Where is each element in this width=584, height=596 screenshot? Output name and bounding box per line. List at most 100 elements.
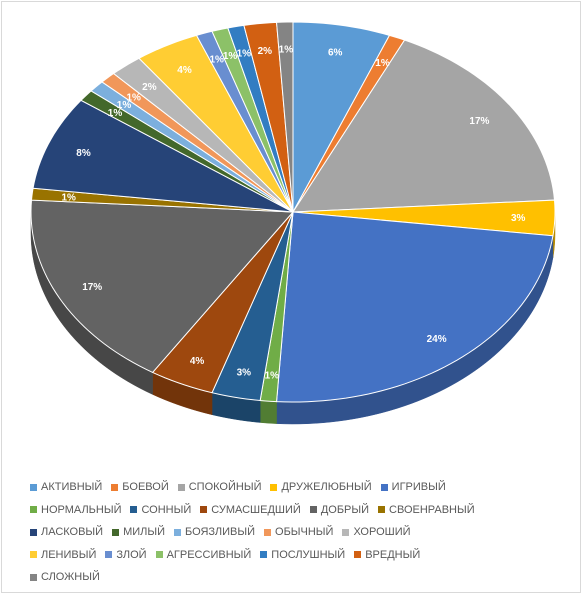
legend-label: СЛОЖНЫЙ	[41, 571, 100, 584]
legend-label: МИЛЫЙ	[123, 526, 166, 539]
slice-6	[211, 211, 294, 402]
legend-item: МИЛЫЙ	[112, 526, 165, 538]
slice-2	[292, 39, 556, 213]
legend-label: ЛАСКОВЫЙ	[41, 526, 104, 539]
legend-item: ХОРОШИЙ	[342, 526, 411, 539]
data-label-16: 1%	[209, 54, 224, 65]
legend-swatch	[174, 528, 182, 536]
legend-label: СПОКОЙНЫЙ	[188, 481, 262, 494]
data-label-4: 24%	[427, 334, 447, 345]
legend-label: ИГРИВЫЙ	[391, 481, 446, 494]
data-label-20: 1%	[279, 45, 294, 56]
legend-swatch	[270, 483, 278, 491]
legend-swatch	[155, 551, 163, 559]
legend-row: ЛАСКОВЫЙ МИЛЫЙ БОЯЗЛИВЫЙ ОБЫЧНЫЙ ХОРОШИЙ	[30, 521, 560, 544]
legend-swatch	[200, 506, 208, 514]
data-label-1: 1%	[375, 58, 390, 69]
legend-swatch	[177, 483, 185, 491]
legend-item: ОБЫЧНЫЙ	[264, 526, 333, 538]
legend-swatch	[30, 573, 37, 581]
slice-15	[138, 34, 294, 213]
legend-item: ДОБРЫЙ	[309, 503, 370, 516]
legend-item: БОЯЗЛИВЫЙ	[174, 526, 255, 538]
slice-20	[276, 21, 294, 213]
legend-label: СОННЫЙ	[141, 503, 192, 516]
legend-label: ЗЛОЙ	[116, 548, 147, 561]
data-label-15: 4%	[177, 65, 192, 76]
legend-row: АКТИВНЫЙ БОЕВОЙ СПОКОЙНЫЙ ДРУЖЕЛЮБНЫЙ ИГРИВЫ…	[30, 476, 560, 499]
legend-item: ЗЛОЙ	[105, 548, 147, 561]
slice-3	[292, 199, 556, 237]
data-label-19: 2%	[258, 46, 273, 57]
legend-swatch	[378, 506, 386, 514]
pie-sides	[30, 211, 556, 425]
legend-item: СПОКОЙНЫЙ	[177, 481, 262, 494]
data-label-18: 1%	[237, 49, 252, 60]
legend-swatch	[354, 551, 362, 559]
legend-item: АГРЕССИВНЫЙ	[155, 548, 252, 561]
data-label-12: 1%	[117, 100, 132, 111]
legend-swatch	[30, 528, 37, 536]
data-labels: 6%1%17%3%24%1%3%4%17%1%8%1%1%1%2%4%1%1% 1…	[61, 45, 525, 382]
legend-label: АКТИВНЫЙ	[41, 481, 103, 494]
legend-swatch	[30, 483, 37, 491]
slice-8	[30, 199, 295, 374]
legend-item: ЛЕНИВЫЙ	[30, 549, 96, 561]
legend-swatch	[30, 551, 37, 559]
legend-label: БОЯЗЛИВЫЙ	[185, 526, 256, 539]
data-label-2: 17%	[469, 116, 489, 127]
legend-swatch	[309, 506, 317, 514]
legend-item: ИГРИВЫЙ	[380, 481, 446, 494]
legend-swatch	[130, 506, 138, 514]
legend-item: СВОЕНРАВНЫЙ	[378, 504, 475, 516]
pie-chart: 6%1%17%3%24%1%3%4%17%1%8%1%1%1%2%4%1%1% 1…	[30, 21, 556, 425]
legend-swatch	[264, 528, 272, 536]
slice-19	[243, 21, 294, 213]
data-label-8: 17%	[82, 282, 102, 293]
legend-label: ХОРОШИЙ	[353, 526, 411, 539]
legend-item: ЛАСКОВЫЙ	[30, 526, 103, 538]
data-label-3: 3%	[511, 213, 526, 224]
slice-7	[151, 211, 294, 394]
data-label-7: 4%	[190, 356, 205, 367]
data-label-6: 3%	[237, 368, 252, 379]
legend-row: СЛОЖНЫЙ	[30, 566, 560, 589]
legend-item: СУМАСШЕДШИЙ	[200, 504, 301, 516]
legend-swatch	[342, 528, 350, 536]
legend-item: ДРУЖЕЛЮБНЫЙ	[270, 481, 372, 494]
legend-label: НОРМАЛЬНЫЙ	[41, 503, 122, 516]
legend-row: НОРМАЛЬНЫЙ СОННЫЙ СУМАСШЕДШИЙ ДОБРЫЙ СВОЕНРА…	[30, 499, 560, 522]
legend-row: ЛЕНИВЫЙ ЗЛОЙ АГРЕССИВНЫЙ ПОСЛУШНЫЙ ВРЕДНЫЙ	[30, 544, 560, 567]
data-label-9: 1%	[61, 193, 76, 204]
legend-label: АГРЕССИВНЫЙ	[166, 548, 252, 561]
legend-item: СЛОЖНЫЙ	[30, 571, 100, 583]
legend-item: НОРМАЛЬНЫЙ	[30, 504, 121, 516]
legend: АКТИВНЫЙ БОЕВОЙ СПОКОЙНЫЙ ДРУЖЕЛЮБНЫЙ ИГРИВЫ…	[30, 476, 560, 589]
legend-label: ПОСЛУШНЫЙ	[271, 548, 346, 561]
legend-item: ПОСЛУШНЫЙ	[260, 549, 345, 561]
legend-label: СВОЕНРАВНЫЙ	[389, 503, 475, 516]
slice-14	[112, 57, 294, 213]
legend-item: БОЕВОЙ	[111, 481, 169, 494]
slice-4	[276, 211, 554, 403]
slice-5-side	[259, 400, 277, 424]
legend-item: АКТИВНЫЙ	[30, 481, 102, 493]
slice-0	[292, 21, 391, 213]
legend-swatch	[111, 483, 119, 491]
legend-label: БОЕВОЙ	[122, 481, 169, 494]
legend-swatch	[30, 506, 37, 514]
legend-swatch	[380, 483, 388, 491]
data-label-5: 1%	[265, 371, 280, 382]
legend-item: ВРЕДНЫЙ	[354, 549, 420, 561]
legend-label: ДРУЖЕЛЮБНЫЙ	[281, 481, 372, 494]
data-label-14: 2%	[142, 82, 157, 93]
legend-swatch	[260, 551, 268, 559]
legend-label: ЛЕНИВЫЙ	[41, 548, 97, 561]
legend-label: ВРЕДНЫЙ	[365, 548, 421, 561]
data-label-13: 1%	[126, 93, 141, 104]
data-label-17: 1%	[223, 51, 238, 62]
legend-label: ДОБРЫЙ	[320, 503, 370, 516]
data-label-0: 6%	[328, 48, 343, 59]
legend-label: СУМАСШЕДШИЙ	[211, 503, 301, 516]
slice-10	[32, 99, 294, 213]
